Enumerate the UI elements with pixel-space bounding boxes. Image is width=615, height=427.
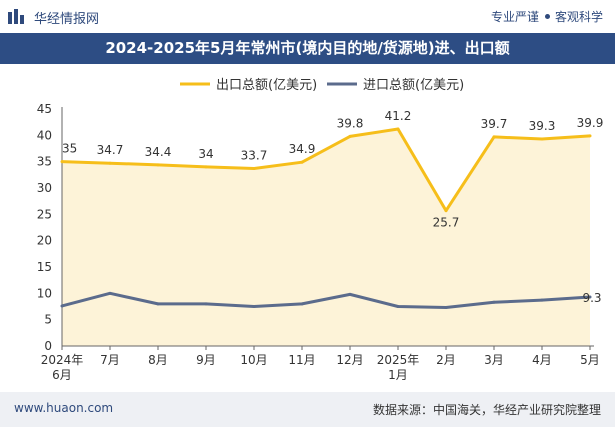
y-tick-label: 25 bbox=[37, 207, 52, 221]
tagline: 专业严谨 客观科学 bbox=[491, 8, 603, 25]
import-data-point bbox=[540, 298, 544, 302]
y-tick-label: 30 bbox=[37, 181, 52, 195]
export-area-fill bbox=[62, 129, 590, 346]
y-tick-label: 35 bbox=[37, 155, 52, 169]
x-tick-label: 11月 bbox=[288, 353, 315, 367]
export-data-label: 25.7 bbox=[433, 216, 460, 230]
x-tick-label: 3月 bbox=[484, 353, 504, 367]
import-data-point bbox=[204, 302, 208, 306]
x-tick-label: 5月 bbox=[580, 353, 600, 367]
bar-logo-icon bbox=[8, 9, 24, 24]
x-tick-label: 2025年 bbox=[377, 353, 420, 367]
import-data-label: 9.3 bbox=[582, 291, 601, 305]
y-tick-label: 40 bbox=[37, 128, 52, 142]
import-data-point bbox=[396, 305, 400, 308]
export-data-point bbox=[60, 160, 64, 164]
x-tick-label: 6月 bbox=[52, 368, 72, 382]
import-data-point bbox=[60, 304, 64, 308]
export-data-point bbox=[348, 134, 352, 138]
export-data-label: 39.7 bbox=[481, 117, 508, 131]
export-data-label: 34.4 bbox=[145, 145, 172, 159]
import-data-point bbox=[300, 302, 304, 306]
x-tick-label: 10月 bbox=[240, 353, 267, 367]
export-data-label: 34.9 bbox=[289, 142, 316, 156]
tagline-right: 客观科学 bbox=[554, 10, 603, 24]
y-tick-label: 10 bbox=[37, 286, 52, 300]
x-tick-label: 2月 bbox=[436, 353, 456, 367]
export-data-point bbox=[396, 127, 400, 131]
export-data-label: 34 bbox=[198, 147, 213, 161]
export-data-point bbox=[300, 160, 304, 164]
export-data-point bbox=[588, 134, 592, 138]
x-tick-label: 1月 bbox=[388, 368, 408, 382]
import-data-point bbox=[492, 300, 496, 304]
export-data-label: 39.9 bbox=[577, 116, 604, 130]
x-tick-label: 12月 bbox=[336, 353, 363, 367]
legend-export-label: 出口总额(亿美元) bbox=[216, 78, 317, 93]
website-link[interactable]: www.huaon.com bbox=[14, 401, 114, 415]
import-data-point bbox=[348, 292, 352, 296]
y-tick-label: 0 bbox=[44, 339, 52, 353]
chart-title: 2024-2025年5月年常州市(境内目的地/货源地)进、出口额 bbox=[0, 33, 615, 64]
export-data-label: 33.7 bbox=[241, 149, 268, 163]
top-bar: 华经情报网 专业严谨 客观科学 bbox=[0, 0, 615, 32]
export-data-point bbox=[204, 165, 208, 169]
tagline-left: 专业严谨 bbox=[490, 10, 539, 24]
data-source: 数据来源：中国海关，华经产业研究院整理 bbox=[372, 403, 601, 417]
dot-icon bbox=[544, 14, 550, 19]
x-tick-label: 4月 bbox=[532, 353, 552, 367]
export-data-label: 34.7 bbox=[97, 143, 124, 157]
export-data-label: 39.3 bbox=[529, 119, 556, 133]
x-tick-label: 7月 bbox=[100, 353, 120, 367]
export-data-point bbox=[156, 163, 160, 167]
export-data-point bbox=[492, 135, 496, 139]
x-tick-label: 8月 bbox=[148, 353, 168, 367]
export-data-label: 39.8 bbox=[337, 116, 364, 130]
export-data-point bbox=[540, 137, 544, 141]
x-tick-label: 2024年 bbox=[41, 353, 84, 367]
import-data-point bbox=[588, 295, 592, 299]
import-series-line bbox=[61, 291, 591, 310]
import-data-point bbox=[156, 302, 160, 306]
brand-name: 华经情报网 bbox=[34, 12, 100, 27]
legend-import-label: 进口总额(亿美元) bbox=[363, 78, 464, 93]
export-data-point bbox=[444, 209, 448, 213]
export-data-point bbox=[252, 167, 256, 171]
export-data-point bbox=[108, 161, 112, 165]
x-tick-label: 9月 bbox=[196, 353, 216, 367]
y-tick-label: 5 bbox=[44, 313, 52, 327]
footer: www.huaon.com 数据来源：中国海关，华经产业研究院整理 bbox=[0, 392, 615, 427]
import-data-point bbox=[108, 291, 112, 295]
export-data-label: 35 bbox=[62, 142, 77, 156]
y-tick-label: 15 bbox=[37, 260, 52, 274]
import-data-point bbox=[252, 305, 256, 308]
export-data-label: 41.2 bbox=[385, 109, 412, 123]
y-tick-label: 20 bbox=[37, 234, 52, 248]
y-tick-label: 45 bbox=[37, 102, 52, 116]
export-series-line bbox=[61, 127, 591, 213]
import-data-point bbox=[444, 306, 448, 310]
